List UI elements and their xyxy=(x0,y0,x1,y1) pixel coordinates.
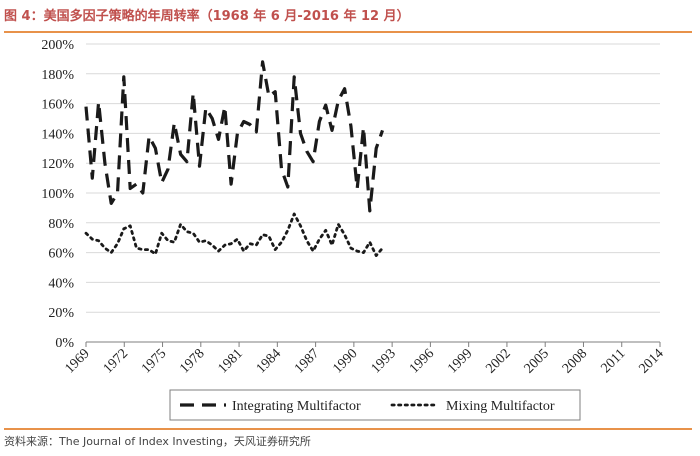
y-tick-label: 40% xyxy=(48,276,74,291)
y-tick-label: 200% xyxy=(41,38,74,53)
legend: Integrating Multifactor Mixing Multifacto… xyxy=(169,389,581,421)
x-tick-label: 1978 xyxy=(177,346,207,376)
x-tick-label: 1987 xyxy=(292,346,322,376)
source-divider xyxy=(4,428,692,430)
y-tick-label: 20% xyxy=(48,306,74,321)
y-tick-label: 60% xyxy=(48,247,74,262)
series-integrating-multifactor xyxy=(84,60,385,213)
x-tick-label: 1990 xyxy=(330,346,360,376)
y-tick-label: 180% xyxy=(41,68,74,83)
source-text: The Journal of Index Investing，天风证券研究所 xyxy=(59,435,311,448)
x-tick-label: 2005 xyxy=(522,346,552,376)
legend-label: Mixing Multifactor xyxy=(446,399,555,414)
y-tick-label: 100% xyxy=(41,187,74,202)
x-tick-label: 2008 xyxy=(560,346,590,376)
source-note: 资料来源：The Journal of Index Investing，天风证券… xyxy=(4,432,696,452)
y-tick-label: 0% xyxy=(55,336,74,351)
y-tick-label: 140% xyxy=(41,127,74,142)
y-axis: 0% 20% 40% 60% 80% 100% 120% 140% 160% 180% 200% xyxy=(41,38,74,351)
x-tick-label: 1999 xyxy=(445,346,475,376)
x-tick-label: 2011 xyxy=(599,346,629,376)
series-mixing-multifactor xyxy=(84,212,384,258)
series-layer xyxy=(84,60,385,258)
series-line xyxy=(84,60,385,213)
figure-title: 图 4：美国多因子策略的年周转率（1968 年 6 月-2016 年 12 月） xyxy=(4,9,410,24)
x-tick-label: 1984 xyxy=(254,346,284,376)
legend-box xyxy=(169,389,581,421)
y-tick-label: 120% xyxy=(41,157,74,172)
x-tick-label: 1996 xyxy=(407,346,437,376)
x-tick-label: 1972 xyxy=(101,346,131,376)
x-tick-label: 1981 xyxy=(215,346,245,376)
series-line xyxy=(84,212,384,258)
legend-label: Integrating Multifactor xyxy=(232,399,361,414)
y-tick-label: 80% xyxy=(48,217,74,232)
title-divider xyxy=(4,31,692,33)
y-tick-label: 160% xyxy=(41,98,74,113)
x-tick-label: 2014 xyxy=(636,346,666,376)
x-tick-label: 1975 xyxy=(139,346,169,376)
source-label: 资料来源： xyxy=(4,435,59,448)
x-tick-label: 1993 xyxy=(369,346,399,376)
turnover-line-chart: 0% 20% 40% 60% 80% 100% 120% 140% 160% 180% 200% 1… xyxy=(41,38,667,421)
x-axis: 1969 1972 1975 1978 1981 1984 1987 1990 1993 1996… xyxy=(62,341,667,377)
x-tick-label: 2002 xyxy=(483,346,513,376)
